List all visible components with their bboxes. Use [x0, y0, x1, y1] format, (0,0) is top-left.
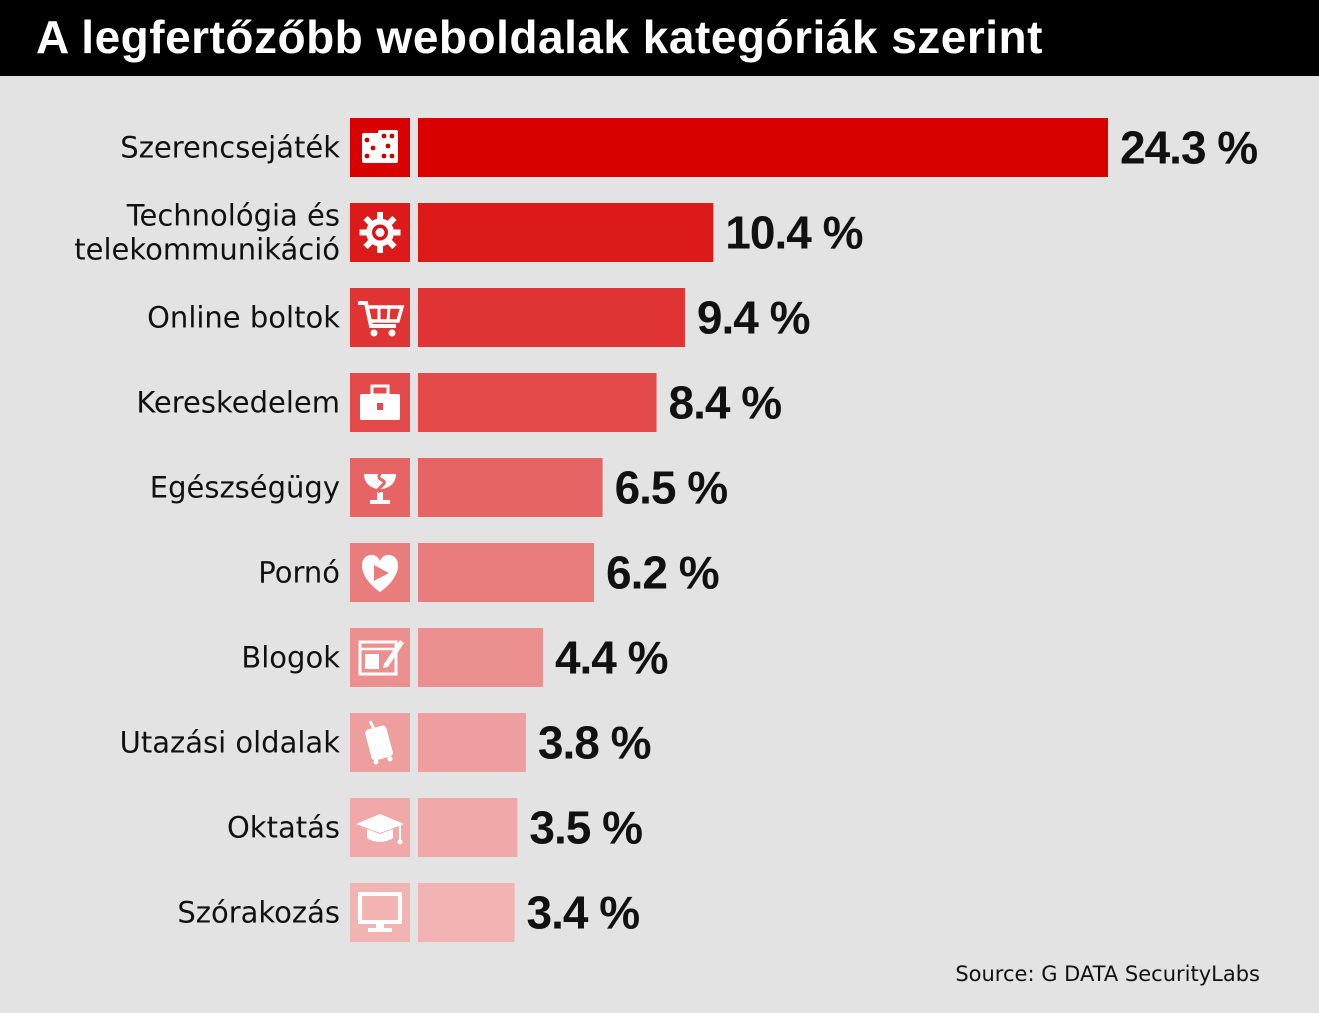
category-label: Online boltok — [147, 301, 340, 335]
category-label: Technológia és — [126, 199, 340, 233]
bar — [418, 458, 603, 517]
bar — [418, 288, 685, 347]
blog-edit-icon — [358, 640, 404, 676]
category-label: Pornó — [258, 556, 340, 590]
value-label: 24.3 % — [1120, 122, 1257, 174]
bar — [418, 883, 515, 942]
source-note: Source: G DATA SecurityLabs — [955, 962, 1260, 986]
value-label: 6.2 % — [606, 547, 719, 599]
suitcase-icon — [365, 720, 393, 765]
category-label: Egészségügy — [150, 471, 340, 505]
shopping-cart-icon — [358, 301, 405, 337]
bar — [418, 118, 1108, 177]
value-label: 10.4 % — [725, 207, 862, 259]
value-label: 3.5 % — [529, 802, 642, 854]
category-label: Blogok — [241, 641, 340, 675]
medical-caduceus-icon — [364, 464, 396, 504]
dice-icon — [362, 130, 398, 163]
briefcase-icon — [360, 384, 400, 420]
graduation-cap-icon — [356, 814, 404, 845]
category-label: Kereskedelem — [136, 386, 340, 420]
bar — [418, 543, 595, 602]
value-label: 6.5 % — [615, 462, 728, 514]
category-label: Oktatás — [227, 811, 340, 845]
bar — [418, 628, 543, 687]
value-label: 3.8 % — [538, 717, 651, 769]
category-label: telekommunikáció — [74, 233, 340, 267]
monitor-icon — [358, 892, 402, 932]
category-label: Szerencsejáték — [120, 131, 340, 165]
chart-title: A legfertőzőbb weboldalak kategóriák sze… — [36, 11, 1043, 63]
bar — [418, 713, 526, 772]
value-label: 8.4 % — [669, 377, 782, 429]
value-label: 9.4 % — [697, 292, 810, 344]
bar — [418, 373, 657, 432]
category-label: Szórakozás — [177, 896, 340, 930]
gear-icon — [359, 212, 401, 253]
title-bar: A legfertőzőbb weboldalak kategóriák sze… — [0, 0, 1319, 76]
heart-play-icon — [361, 554, 399, 592]
bar — [418, 798, 518, 857]
bar — [418, 203, 714, 262]
value-label: 3.4 % — [527, 887, 640, 939]
value-label: 4.4 % — [555, 632, 668, 684]
category-label: Utazási oldalak — [120, 726, 341, 760]
